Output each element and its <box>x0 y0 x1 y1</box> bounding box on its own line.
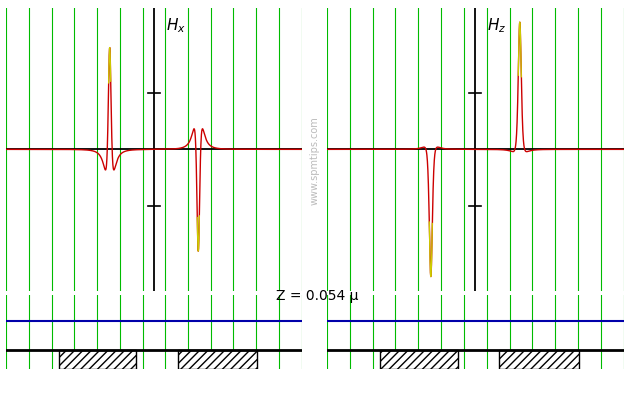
Text: $H_x$: $H_x$ <box>166 16 185 35</box>
Bar <box>60 350 137 369</box>
Text: Z = 0.054 μ: Z = 0.054 μ <box>276 289 359 303</box>
Text: $H_z$: $H_z$ <box>487 16 506 35</box>
Text: www.spmtips.com: www.spmtips.com <box>309 116 319 205</box>
Bar <box>499 350 579 369</box>
Bar <box>380 350 457 369</box>
Bar <box>178 350 257 369</box>
